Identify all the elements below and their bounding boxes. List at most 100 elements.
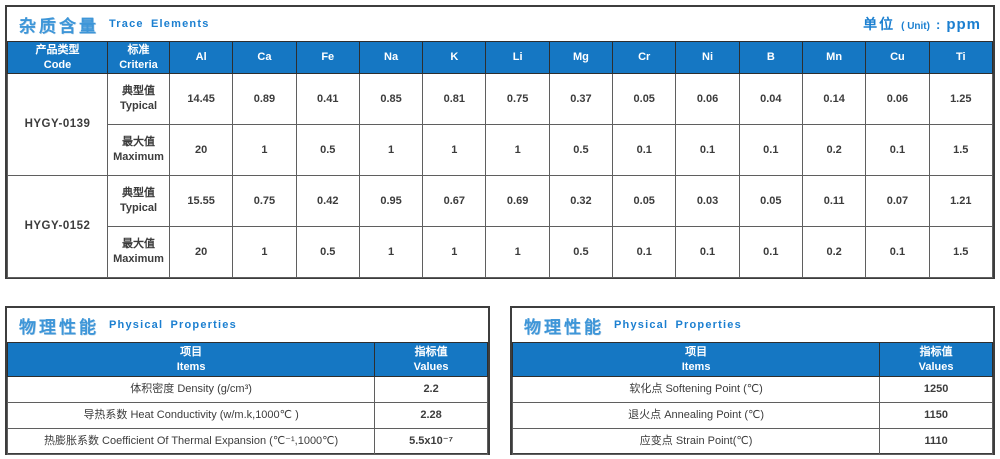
value-cell: 0.06: [675, 73, 740, 125]
value-cell: 14.45: [168, 73, 234, 125]
trace-title-bar: 杂质含量 Trace Elements 单位 ( Unit) : ppm: [7, 7, 993, 41]
value-cell: 0.67: [422, 175, 487, 227]
physical-right-table: 项目 Items 指标值 Values 软化点 Softening Point …: [511, 342, 993, 455]
values-header-en: Values: [413, 360, 449, 373]
values-header-zh: 指标值: [919, 345, 953, 358]
value-cell: 0.11: [801, 175, 867, 227]
value-cell: 0.5: [548, 124, 614, 176]
value-cell: 0.37: [548, 73, 614, 125]
trace-row: 最大值 Maximum 20 1 0.5 1 1 1 0.5 0.1 0.1 0.1 0.2 0.1 1.5: [8, 226, 994, 278]
value-cell: 1: [232, 226, 297, 278]
items-header-en: Items: [681, 360, 711, 373]
value-cell: 0.89: [232, 73, 297, 125]
element-column-header: Fe: [295, 41, 360, 74]
criteria-en: Maximum: [113, 253, 164, 265]
element-column-header: Mn: [801, 41, 867, 74]
physical-left-title-zh: 物理性能: [19, 317, 99, 337]
physical-row: 应变点 Strain Point(℃) 1110: [511, 428, 993, 455]
value-cell: 0.1: [675, 226, 740, 278]
value-cell: 0.1: [612, 226, 677, 278]
item-cell: 应变点 Strain Point(℃): [511, 428, 881, 455]
value-cell: 0.04: [738, 73, 803, 125]
criteria-zh: 典型值: [122, 187, 155, 200]
value-cell: 0.41: [295, 73, 360, 125]
value-cell: 0.75: [232, 175, 297, 227]
trace-tbody: HYGY-0139 典型值 Typical 14.45 0.89 0.41 0.85 0.81…: [7, 73, 994, 278]
item-cell: 体积密度 Density (g/cm³): [6, 376, 376, 403]
value-cell: 1: [422, 226, 487, 278]
code-header-zh: 产品类型: [35, 43, 80, 56]
value-cell: 1110: [879, 428, 993, 455]
value-cell: 1: [232, 124, 297, 176]
element-column-header: Ni: [675, 41, 740, 74]
value-cell: 0.5: [295, 226, 360, 278]
value-cell: 1.25: [928, 73, 994, 125]
element-column-header: Na: [358, 41, 424, 74]
trace-row: HYGY-0152 典型值 Typical 15.55 0.75 0.42 0.95 0.67…: [7, 175, 994, 278]
unit-label-zh: 单位: [863, 16, 896, 32]
value-cell: 0.1: [612, 124, 677, 176]
items-column-header: 项目 Items: [511, 342, 881, 377]
unit-value: ppm: [946, 16, 981, 33]
criteria-header-en: Criteria: [119, 58, 158, 71]
element-column-header: Li: [485, 41, 550, 74]
physical-row: 热膨胀系数 Coefficient Of Thermal Expansion (…: [6, 428, 488, 455]
physical-row: 导热系数 Heat Conductivity (w/m.k,1000℃ ) 2.2…: [6, 402, 488, 429]
value-cell: 2.2: [374, 376, 488, 403]
unit-colon: :: [935, 17, 941, 32]
value-cell: 1: [485, 124, 550, 176]
value-cell: 1150: [879, 402, 993, 429]
trace-header-row: 产品类型 Code 标准 Criteria Al Ca Fe Na K Li Mg Cr Ni B…: [7, 41, 994, 74]
value-cell: 15.55: [168, 175, 234, 227]
element-column-header: Ca: [232, 41, 297, 74]
physical-right-title-en: Physical Properties: [614, 319, 742, 331]
physical-right-header-row: 项目 Items 指标值 Values: [511, 342, 993, 377]
trace-title-en: Trace Elements: [109, 18, 210, 30]
element-column-header: Mg: [548, 41, 614, 74]
trace-elements-panel: 杂质含量 Trace Elements 单位 ( Unit) : ppm 产品类…: [5, 5, 995, 279]
code-cell: HYGY-0152: [7, 175, 108, 278]
physical-right-tbody: 软化点 Softening Point (℃) 1250 退火点 Annealing…: [511, 376, 993, 455]
values-column-header: 指标值 Values: [879, 342, 993, 377]
values-header-en: Values: [918, 360, 954, 373]
code-column-header: 产品类型 Code: [7, 41, 108, 74]
physical-left-header-row: 项目 Items 指标值 Values: [6, 342, 488, 377]
items-header-zh: 项目: [685, 345, 708, 358]
physical-properties-panel-right: 物理性能 Physical Properties 项目 Items 指标值 Va…: [510, 306, 995, 455]
criteria-en: Typical: [119, 100, 158, 112]
value-cell: 0.06: [865, 73, 930, 125]
values-header-zh: 指标值: [414, 345, 448, 358]
physical-left-tbody: 体积密度 Density (g/cm³) 2.2 导热系数 Heat Conduct…: [6, 376, 488, 455]
criteria-en: Typical: [119, 202, 158, 214]
value-cell: 0.75: [485, 73, 550, 125]
element-column-header: Al: [168, 41, 234, 74]
value-cell: 0.5: [295, 124, 360, 176]
physical-left-title-bar: 物理性能 Physical Properties: [7, 308, 488, 342]
value-cell: 0.42: [295, 175, 360, 227]
criteria-header-zh: 标准: [127, 43, 150, 56]
criteria-en: Maximum: [113, 151, 164, 163]
value-cell: 2.28: [374, 402, 488, 429]
value-cell: 0.2: [801, 124, 867, 176]
trace-row: HYGY-0139 典型值 Typical 14.45 0.89 0.41 0.85 0.81…: [7, 73, 994, 176]
value-cell: 20: [168, 226, 234, 278]
physical-row: 体积密度 Density (g/cm³) 2.2: [6, 376, 488, 403]
value-cell: 1.5: [928, 226, 994, 278]
value-cell: 0.81: [422, 73, 487, 125]
item-cell: 导热系数 Heat Conductivity (w/m.k,1000℃ ): [6, 402, 376, 429]
value-cell: 0.1: [865, 124, 930, 176]
physical-right-title-bar: 物理性能 Physical Properties: [512, 308, 993, 342]
criteria-cell: 最大值 Maximum: [107, 124, 170, 176]
value-cell: 0.1: [675, 124, 740, 176]
value-cell: 0.5: [548, 226, 614, 278]
element-column-header: Cr: [612, 41, 677, 74]
value-cell: 0.32: [548, 175, 614, 227]
criteria-cell: 典型值 Typical: [107, 73, 170, 125]
item-cell: 软化点 Softening Point (℃): [511, 376, 881, 403]
criteria-zh: 最大值: [122, 238, 155, 251]
criteria-column-header: 标准 Criteria: [107, 41, 170, 74]
physical-right-title-zh: 物理性能: [524, 317, 604, 337]
items-header-zh: 项目: [180, 345, 203, 358]
value-cell: 0.14: [801, 73, 867, 125]
value-cell: 0.05: [612, 73, 677, 125]
